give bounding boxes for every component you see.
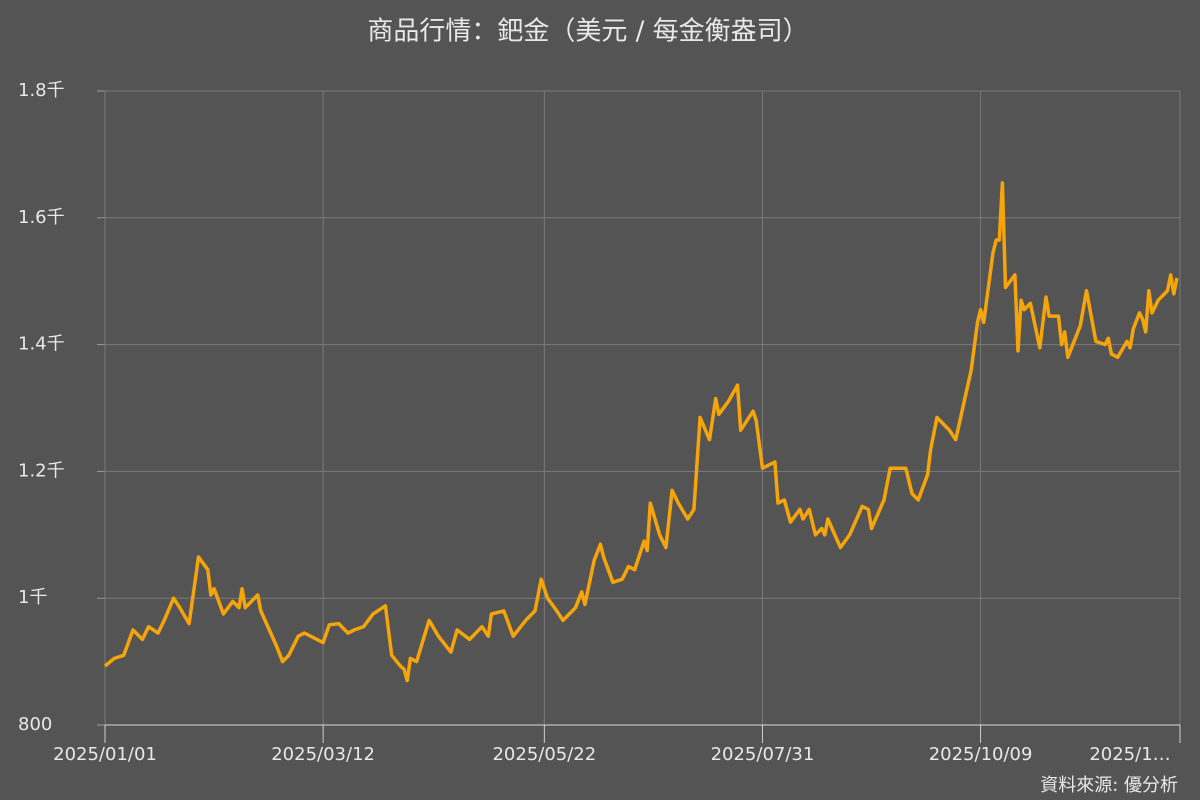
price-line [103, 181, 1179, 683]
chart-title: 商品行情：鈀金（美元 / 每金衡盎司） [367, 17, 808, 47]
x-tick-label: 2025/03/12 [271, 744, 375, 765]
x-tick-label: 2025/05/22 [492, 744, 596, 765]
y-tick-label: 1千 [18, 587, 47, 608]
y-tick-label: 1.2千 [18, 460, 65, 481]
x-tick-label: 2025/01/01 [53, 744, 157, 765]
x-tick-label: 2025/07/31 [711, 744, 815, 765]
x-tick-label: 2025/10/09 [929, 744, 1033, 765]
y-tick-label: 1.8千 [18, 80, 65, 101]
y-tick-label: 1.4千 [18, 334, 65, 355]
y-tick-label: 800 [18, 714, 52, 735]
source-note: 資料來源: 優分析 [1040, 775, 1178, 796]
x-tick-label: 2025/1… [1089, 744, 1170, 765]
y-tick-label: 1.6千 [18, 207, 65, 228]
